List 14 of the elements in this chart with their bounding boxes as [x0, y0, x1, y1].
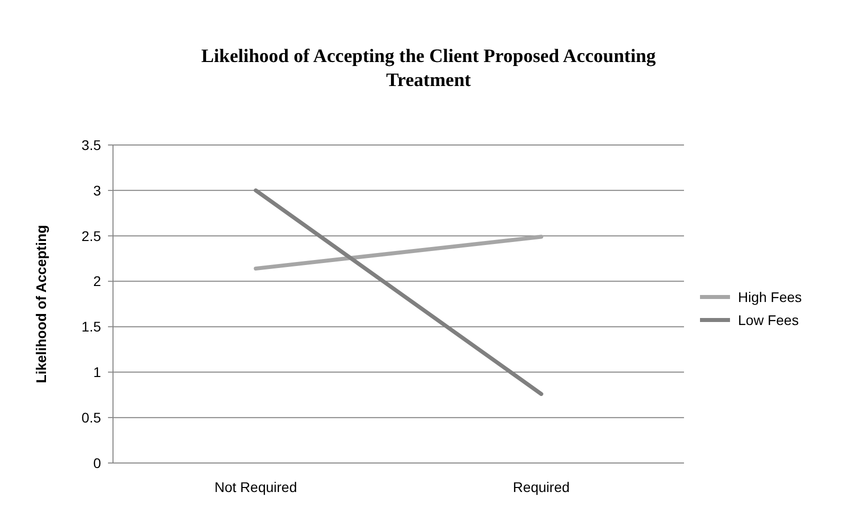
chart-title: Likelihood of Accepting the Client Proposed Accounting Treatment	[201, 46, 656, 91]
y-tick-label: 0.5	[82, 409, 102, 426]
legend-label: High Fees	[738, 288, 802, 305]
y-tick-label: 2.5	[82, 228, 102, 244]
x-tick-label: Not Required	[214, 479, 297, 495]
y-tick-label: 1	[93, 364, 102, 380]
legend-label: Low Fees	[738, 312, 799, 328]
y-tick-label: 1.5	[82, 318, 102, 335]
y-tick-label: 0	[93, 454, 102, 471]
y-tick-label: 2	[93, 273, 102, 290]
y-tick-label: 3	[93, 182, 102, 198]
y-tick-label: 3.5	[82, 136, 102, 153]
y-axis-title: Likelihood of Accepting	[33, 224, 49, 384]
x-tick-label: Required	[512, 479, 570, 495]
